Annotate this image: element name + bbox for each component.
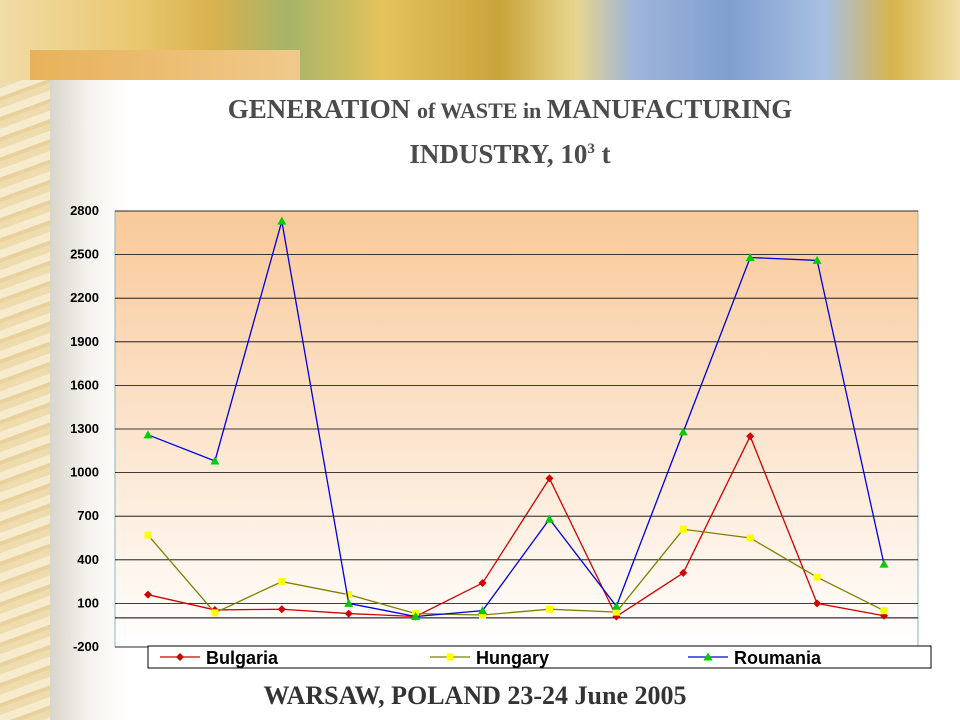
data-point-roumania [411,611,421,620]
data-point-hungary [479,611,487,619]
data-point-bulgaria [813,599,822,608]
title-line-2-end: t [594,139,611,169]
series-hungary [144,525,888,619]
title-part-2: of WASTE in [416,98,547,123]
data-point-roumania [812,255,822,264]
y-tick-label: 100 [77,595,99,610]
data-point-bulgaria [679,568,688,577]
y-tick-label: 2500 [70,247,99,262]
data-point-roumania [143,430,153,439]
slide-title: GENERATION of WASTE in MANUFACTURING IND… [60,90,960,173]
y-tick-label: 1000 [70,465,99,480]
series-line-hungary [147,528,885,616]
data-point-hungary [612,608,620,616]
data-point-roumania [611,601,621,610]
legend-item-bulgaria: Bulgaria [160,648,279,668]
data-point-roumania [544,514,554,523]
legend-label: Hungary [476,648,549,668]
data-point-hungary [679,525,687,533]
title-line-1: GENERATION of WASTE in MANUFACTURING [60,90,960,130]
gridlines [115,210,918,648]
data-point-bulgaria [144,590,152,599]
data-point-bulgaria [344,609,353,618]
legend-marker [446,653,454,661]
data-point-roumania [344,598,354,607]
data-point-roumania [879,559,889,568]
legend: Bulgaria Hungary Roumania [160,648,822,668]
data-point-bulgaria [746,432,755,441]
legend-item-hungary: Hungary [430,648,549,668]
series-line-roumania [147,220,885,618]
title-line-2-main: INDUSTRY, 10 [409,139,588,169]
data-point-roumania [210,456,220,465]
data-point-roumania [678,427,688,436]
data-point-hungary [144,531,152,539]
legend-item-roumania: Roumania [688,648,822,668]
data-point-hungary [813,573,821,581]
data-point-roumania [277,216,287,225]
data-point-hungary [211,609,219,617]
legend-label: Roumania [734,648,822,668]
data-point-bulgaria [478,579,487,588]
y-tick-label: 1300 [70,421,99,436]
series-roumania [143,216,889,620]
data-point-roumania [478,606,488,615]
y-tick-label: 2200 [70,290,99,305]
data-point-hungary [746,534,754,542]
legend-marker [703,652,713,661]
y-tick-label: 700 [77,508,99,523]
slide-footer: WARSAW, POLAND 23-24 June 2005 [263,681,687,710]
y-tick-label: 1900 [70,334,99,349]
y-tick-label: 1600 [70,377,99,392]
banner-accent [30,50,300,80]
data-point-hungary [545,605,553,613]
data-point-hungary [345,591,353,599]
legend-box [147,645,932,669]
y-tick-label: -200 [73,639,99,654]
data-point-bulgaria [277,605,286,614]
parchment-border [0,0,50,720]
y-axis-labels: 2800 2500 2200 1900 1600 1300 1000 700 400 100 -20… [70,203,99,654]
series-line-bulgaria [147,434,885,618]
series-layer [143,216,889,621]
legend-marker [176,653,184,661]
data-point-hungary [278,578,286,586]
data-point-roumania [745,253,755,262]
data-point-bulgaria [545,474,554,483]
title-part-3: MANUFACTURING [546,94,793,124]
title-part-1: GENERATION [227,94,417,124]
legend-label: Bulgaria [206,648,279,668]
title-line-2: INDUSTRY, 103 t [60,130,960,173]
title-superscript: 3 [587,141,595,157]
y-tick-label: 2800 [70,203,99,218]
y-tick-label: 400 [77,552,99,567]
data-point-hungary [880,607,888,615]
